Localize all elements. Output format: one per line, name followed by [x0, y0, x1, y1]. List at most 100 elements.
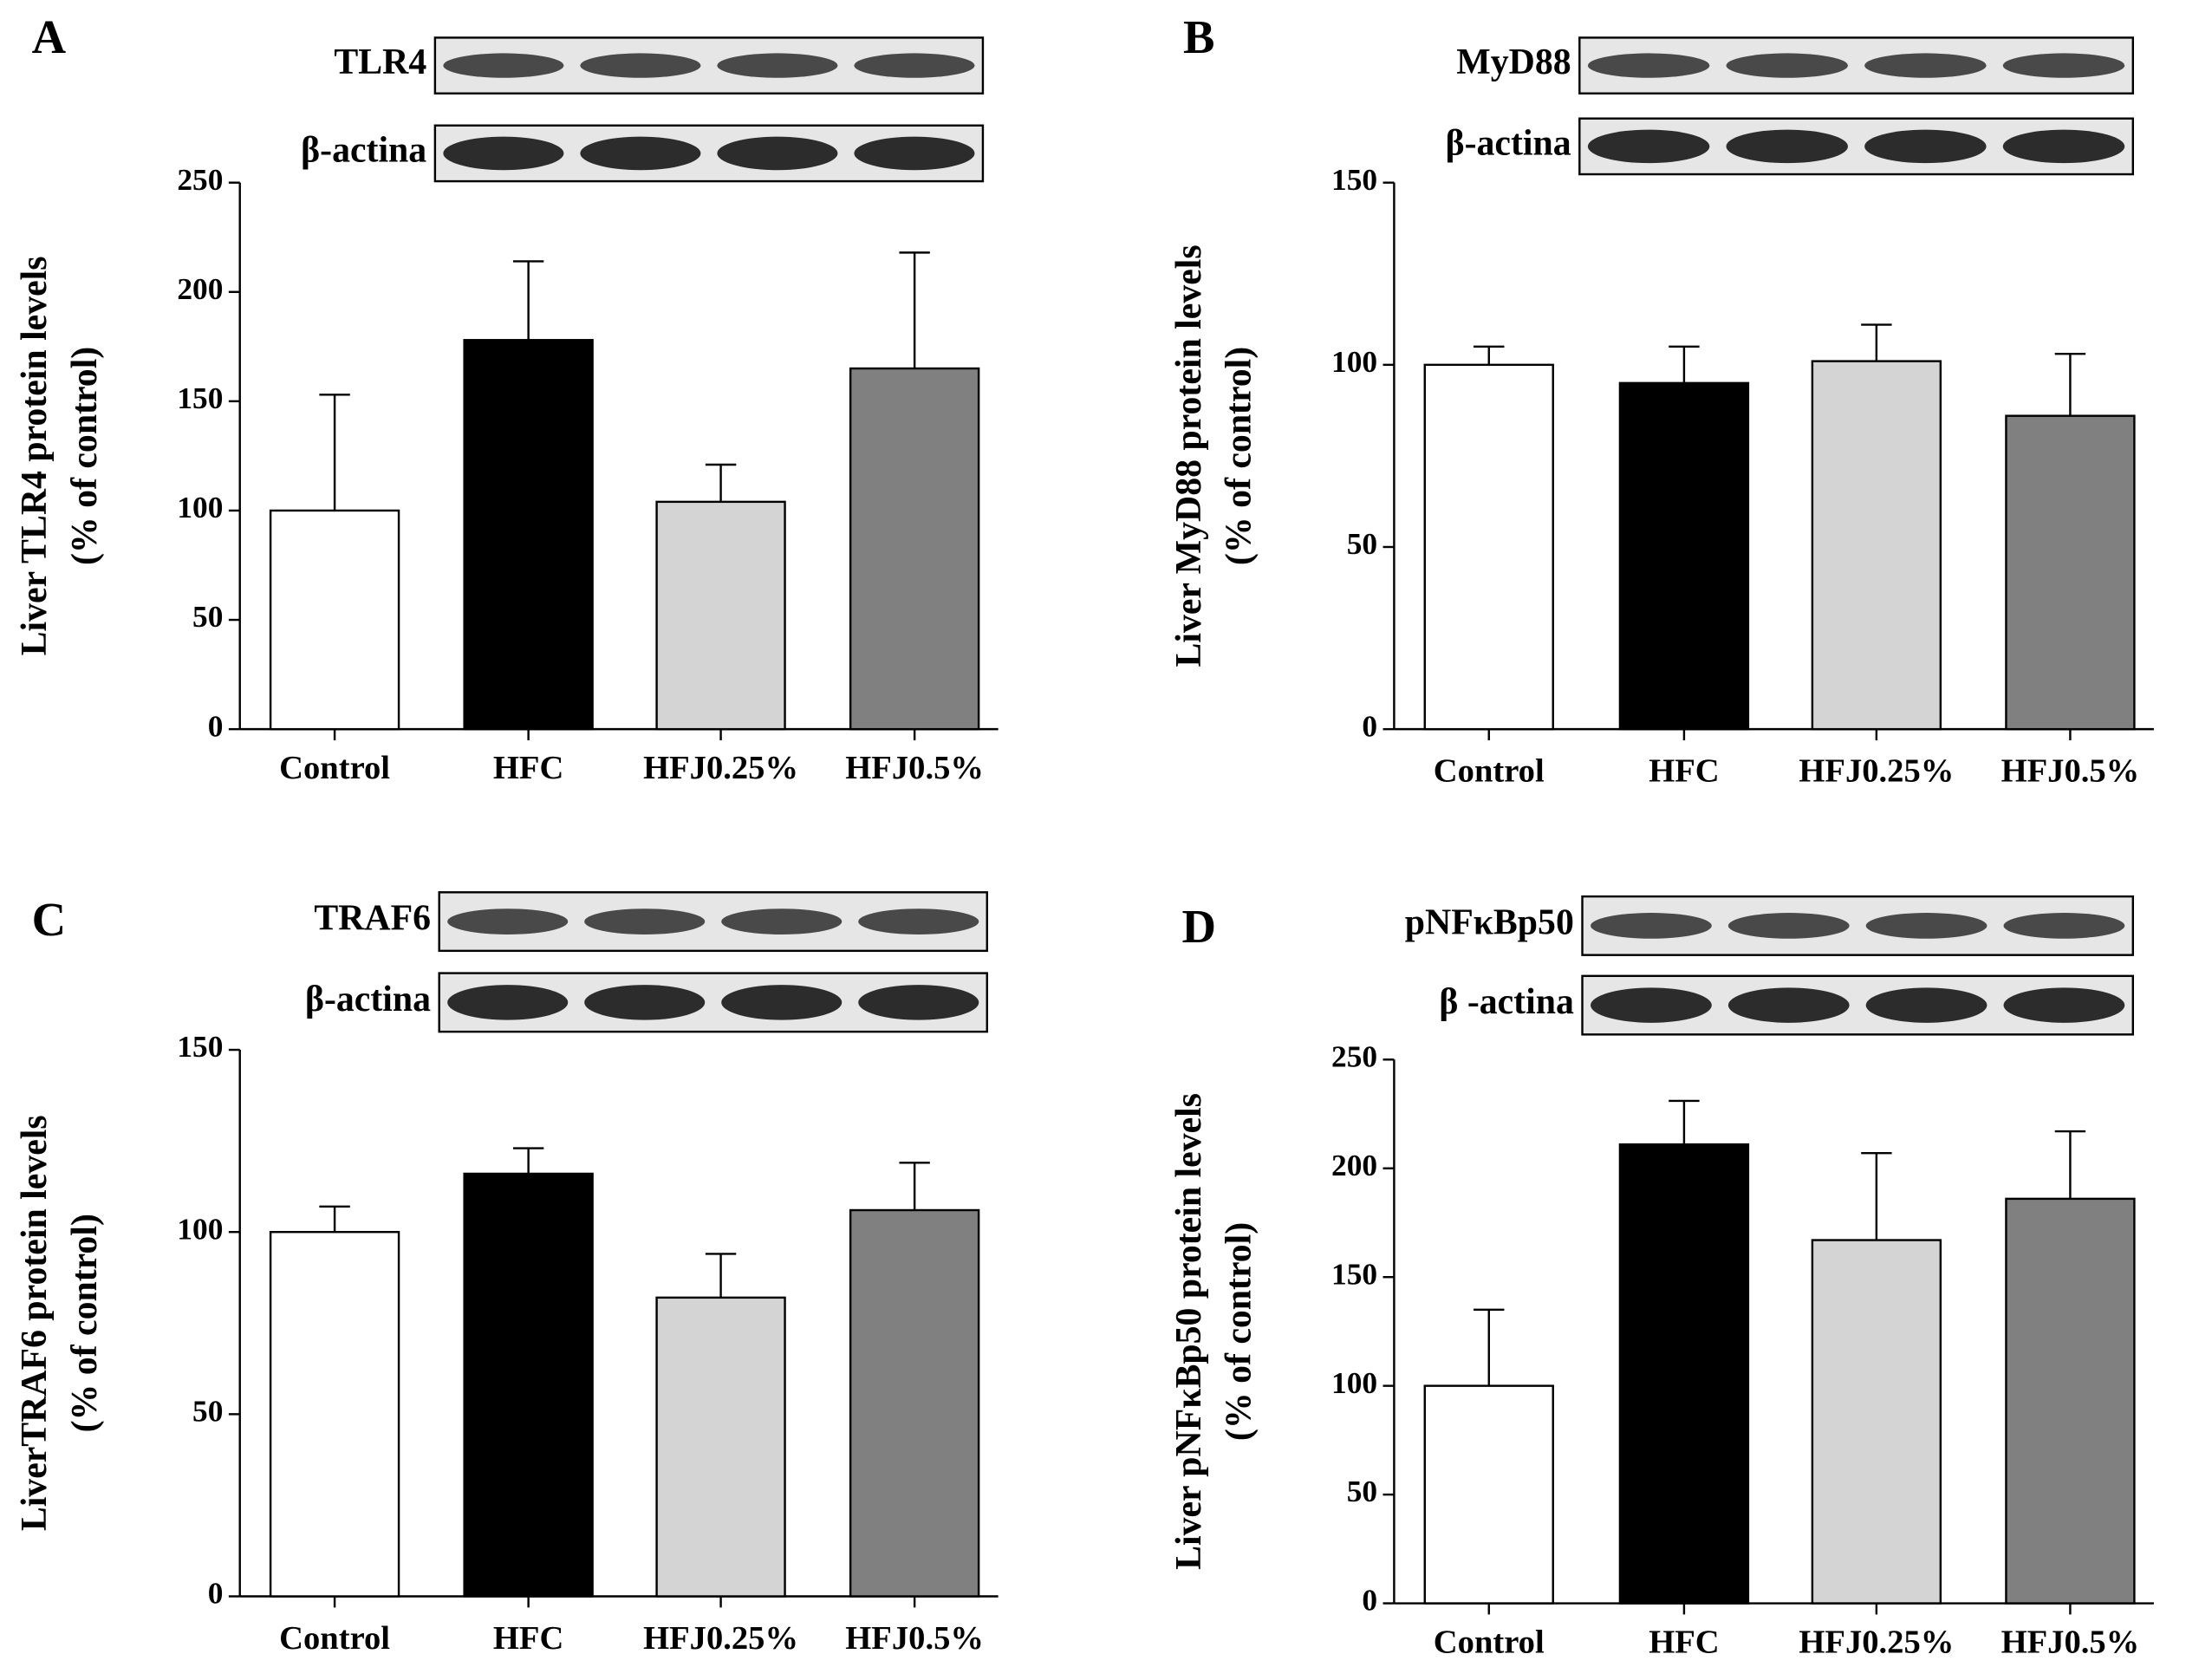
bar [269, 1230, 400, 1598]
blot-band [580, 53, 701, 78]
x-tick-label: Control [279, 750, 390, 786]
error-bar [512, 260, 544, 341]
blot-band [854, 53, 975, 78]
blot-label: β-actina [1446, 123, 1571, 163]
blot-band [1727, 913, 1850, 939]
y-tick-label: 150 [1331, 1256, 1377, 1291]
y-tick-label: 0 [1362, 708, 1377, 743]
bar [463, 339, 594, 731]
error-bar [705, 463, 737, 502]
bar [655, 500, 786, 731]
panel-label: B [1183, 10, 1214, 63]
bar [1423, 363, 1554, 731]
blot-band [1587, 53, 1710, 78]
error-bar [319, 394, 350, 511]
bar [463, 1172, 594, 1598]
y-tick-label: 50 [192, 1393, 223, 1428]
x-tick-label: HFC [1649, 752, 1719, 789]
x-tick-label: HFJ0.5% [845, 1620, 984, 1657]
error-bar [1669, 345, 1700, 383]
error-bar [2054, 1130, 2086, 1199]
blot-label: pNFκBp50 [1405, 903, 1574, 943]
y-axis-label: LiverTRAF6 protein levels [15, 1115, 55, 1531]
y-tick-label: 250 [1331, 1039, 1377, 1073]
bar [2005, 414, 2136, 731]
blot-band [717, 53, 838, 78]
blot-label: β -actina [1439, 982, 1574, 1022]
blot-band [858, 908, 979, 934]
y-tick-label: 100 [177, 490, 223, 524]
y-tick-label: 50 [1347, 526, 1377, 561]
error-bar [512, 1147, 544, 1174]
blot-band [1591, 987, 1712, 1023]
y-tick-label: 150 [177, 1029, 223, 1064]
blot-band [584, 985, 706, 1020]
bar [849, 1208, 980, 1598]
y-tick-label: 50 [192, 599, 223, 634]
y-tick-label: 250 [177, 162, 223, 197]
y-axis-label: (% of control) [65, 347, 105, 565]
panel-label: C [32, 893, 66, 946]
blot-band [447, 985, 569, 1020]
error-bar [319, 1205, 350, 1233]
error-bar [899, 251, 930, 369]
blot-band [1865, 987, 1988, 1023]
x-tick-label: HFJ0.25% [1799, 1625, 1954, 1661]
blot-band [1726, 53, 1848, 78]
blot-band [443, 53, 564, 78]
blot-band [1864, 53, 1987, 78]
y-tick-label: 0 [1362, 1583, 1377, 1618]
error-bar [1474, 1308, 1505, 1386]
bar [849, 367, 980, 731]
blot-band [1591, 913, 1712, 939]
blot-label: β-actina [301, 131, 426, 171]
blot-band [721, 908, 843, 934]
blot-label: TRAF6 [314, 899, 431, 939]
y-tick-label: 50 [1347, 1474, 1377, 1508]
bar [1811, 1239, 1942, 1605]
blot-band [858, 985, 979, 1020]
y-tick-label: 200 [177, 271, 223, 306]
y-tick-label: 0 [208, 708, 224, 743]
blot-band [1587, 129, 1710, 164]
blot-band [1726, 129, 1848, 164]
error-bar [1861, 1151, 1892, 1240]
y-tick-label: 100 [177, 1211, 223, 1246]
bar [269, 509, 400, 731]
x-tick-label: HFJ0.25% [1799, 752, 1954, 789]
x-tick-label: Control [1434, 752, 1545, 789]
blot-band [443, 136, 564, 171]
blot-band [447, 908, 569, 934]
blot-band [1864, 129, 1987, 164]
blot-label: TLR4 [334, 42, 426, 82]
x-tick-label: HFJ0.5% [2001, 1625, 2140, 1661]
y-tick-label: 100 [1331, 344, 1377, 379]
blot-band [2003, 987, 2125, 1023]
x-tick-label: Control [1434, 1625, 1545, 1661]
y-axis-label: Liver MyD88 protein levels [1169, 244, 1209, 667]
error-bar [705, 1253, 737, 1298]
panel-label: A [32, 10, 67, 63]
x-tick-label: HFJ0.25% [643, 750, 798, 786]
y-tick-label: 150 [177, 381, 223, 415]
blot-band [1727, 987, 1850, 1023]
bar [1811, 360, 1942, 731]
blot-band [721, 985, 843, 1020]
y-axis-label: (% of control) [1220, 1222, 1259, 1441]
error-bar [1861, 323, 1892, 361]
blot-band [2002, 53, 2125, 78]
blot-label: MyD88 [1456, 42, 1571, 82]
blot-band [584, 908, 706, 934]
x-tick-label: HFJ0.25% [643, 1620, 798, 1657]
blot-band [1865, 913, 1988, 939]
bar [655, 1296, 786, 1598]
x-tick-label: HFJ0.5% [2001, 752, 2140, 789]
blot-band [2002, 129, 2125, 164]
y-tick-label: 0 [208, 1576, 224, 1611]
blot-band [580, 136, 701, 171]
x-tick-label: HFC [493, 750, 563, 786]
blot-band [2003, 913, 2125, 939]
panel-label: D [1181, 900, 1215, 953]
bar [1618, 1143, 1750, 1605]
